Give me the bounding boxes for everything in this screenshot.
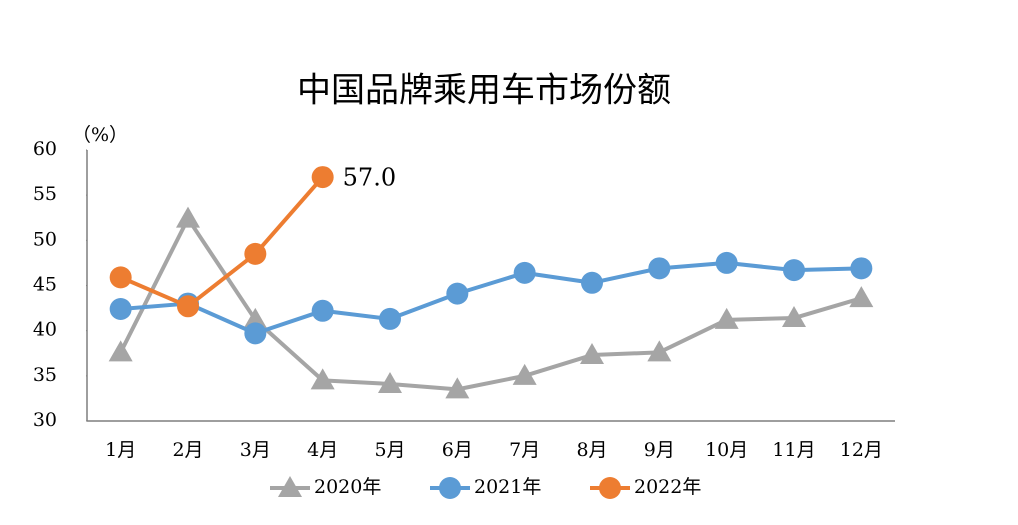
marker xyxy=(580,343,604,365)
x-tick-label: 5月 xyxy=(374,439,405,461)
x-tick-label: 3月 xyxy=(240,439,271,461)
data-label: 57.0 xyxy=(343,164,396,192)
series-line xyxy=(120,260,862,336)
legend-marker xyxy=(278,476,302,497)
marker xyxy=(849,286,874,308)
legend-label: 2020年 xyxy=(314,476,381,498)
x-tick-label: 11月 xyxy=(772,439,815,461)
marker xyxy=(581,271,603,294)
marker xyxy=(714,307,739,329)
y-tick-label: 60 xyxy=(33,138,57,160)
marker xyxy=(512,363,537,385)
y-tick-label: 35 xyxy=(33,364,57,386)
series-line xyxy=(119,175,325,309)
marker xyxy=(177,295,199,318)
series-line xyxy=(118,216,862,392)
legend-marker xyxy=(599,477,621,499)
y-tick-label: 55 xyxy=(33,183,57,205)
x-tick-label: 1月 xyxy=(105,439,136,461)
x-tick-label: 6月 xyxy=(442,439,473,461)
marker xyxy=(782,306,806,328)
x-tick-label: 12月 xyxy=(840,439,883,461)
marker xyxy=(850,257,873,280)
marker xyxy=(311,299,334,322)
y-axis-label: （%） xyxy=(72,124,128,146)
chart-title: 中国品牌乘用车市场份额 xyxy=(297,71,671,111)
y-tick-label: 50 xyxy=(33,228,57,250)
y-tick-label: 30 xyxy=(33,409,57,431)
marker xyxy=(379,307,401,330)
x-tick-label: 10月 xyxy=(705,439,748,461)
x-tick-label: 9月 xyxy=(644,439,675,461)
marker xyxy=(446,282,469,305)
marker xyxy=(244,322,267,345)
marker xyxy=(108,340,133,362)
marker xyxy=(715,251,738,274)
x-tick-label: 4月 xyxy=(307,439,338,461)
x-tick-label: 7月 xyxy=(509,439,540,461)
y-tick-label: 45 xyxy=(33,274,57,296)
legend-label: 2021年 xyxy=(474,476,541,498)
marker xyxy=(647,340,672,362)
marker xyxy=(445,377,470,399)
marker xyxy=(378,371,402,393)
marker xyxy=(176,206,200,228)
x-tick-label: 2月 xyxy=(172,439,203,461)
marker xyxy=(243,307,268,329)
marker xyxy=(109,266,132,289)
marker xyxy=(783,259,805,282)
marker xyxy=(311,166,334,189)
legend-label: 2022年 xyxy=(634,476,701,498)
marker xyxy=(310,368,335,390)
x-tick-label: 8月 xyxy=(576,439,607,461)
marker xyxy=(244,242,267,265)
marker xyxy=(648,257,671,280)
marker xyxy=(513,261,536,284)
y-tick-label: 40 xyxy=(33,319,57,341)
legend-marker xyxy=(439,477,461,499)
marker xyxy=(109,297,132,320)
